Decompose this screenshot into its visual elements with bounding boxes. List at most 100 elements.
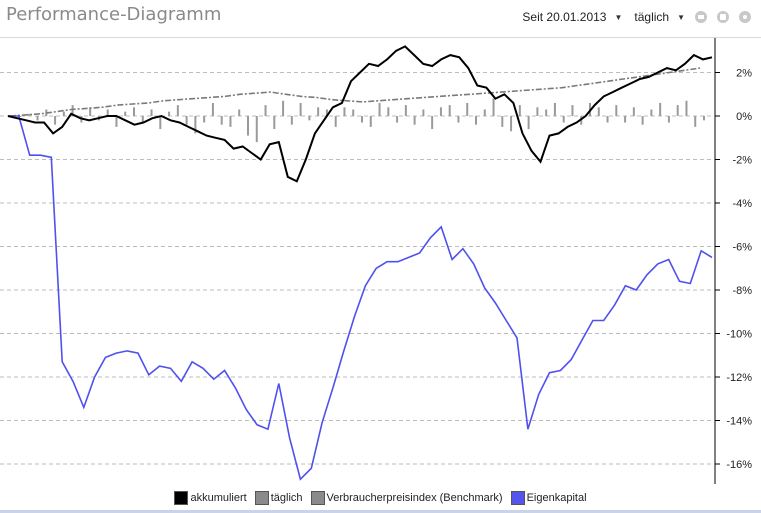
legend-swatch	[310, 491, 325, 505]
y-tick-label: -10%	[726, 329, 752, 341]
daily-bar	[396, 116, 399, 123]
daily-bar	[36, 116, 39, 121]
daily-bar	[71, 105, 74, 116]
daily-bar	[62, 111, 65, 116]
daily-bar	[475, 116, 477, 125]
legend-label: Verbraucherpreisindex (Benchmark)	[326, 492, 503, 504]
daily-bar	[352, 109, 355, 116]
legend-item-akkumuliert[interactable]: akkumuliert	[174, 491, 247, 505]
daily-bar	[659, 102, 662, 116]
since-label: Seit 20.01.2013	[522, 10, 607, 24]
daily-bar	[378, 102, 381, 116]
daily-bar	[211, 102, 214, 116]
calendar-icon[interactable]	[717, 11, 729, 23]
bottom-border	[0, 510, 761, 513]
daily-bar	[545, 109, 548, 116]
daily-bar	[404, 105, 407, 116]
daily-bar	[562, 116, 565, 123]
daily-bar	[299, 102, 302, 116]
daily-bar	[676, 105, 679, 116]
legend-item-taeglich[interactable]: täglich	[254, 491, 303, 505]
daily-bar	[650, 109, 653, 116]
chevron-down-icon: ▼	[677, 12, 685, 22]
daily-bar	[89, 107, 92, 116]
daily-bar	[641, 116, 644, 125]
daily-bar	[264, 105, 267, 116]
daily-bar	[694, 116, 697, 127]
y-tick-label: -16%	[726, 459, 752, 471]
chart-title: Performance-Diagramm	[6, 4, 222, 25]
daily-bar	[106, 109, 109, 116]
legend-swatch	[510, 491, 525, 505]
daily-bar	[255, 116, 258, 143]
daily-bar	[334, 116, 337, 127]
daily-bar	[185, 116, 188, 125]
y-tick-label: -8%	[732, 285, 752, 297]
daily-bar	[369, 116, 372, 127]
header-divider	[0, 37, 761, 38]
daily-bar	[439, 107, 442, 116]
daily-bar	[510, 116, 513, 132]
chevron-down-icon: ▼	[614, 12, 623, 22]
daily-bar	[194, 116, 197, 134]
daily-bar	[361, 116, 363, 123]
daily-bar	[571, 105, 574, 116]
daily-bar	[325, 109, 328, 116]
daily-bar	[290, 116, 293, 125]
y-tick-label: 2%	[736, 68, 752, 80]
daily-bar	[431, 116, 434, 130]
interval-dropdown[interactable]: täglich ▼	[634, 10, 685, 24]
daily-bar	[168, 111, 171, 116]
since-dropdown[interactable]: Seit 20.01.2013 ▼	[522, 10, 622, 24]
daily-bar	[492, 98, 495, 116]
daily-bar	[483, 109, 486, 116]
benchmark-line	[9, 67, 701, 117]
daily-bar	[141, 116, 144, 123]
akkumuliert-line	[7, 45, 713, 183]
legend-label: akkumuliert	[190, 492, 247, 504]
daily-bar	[133, 107, 135, 116]
daily-bar	[597, 107, 600, 116]
legend-item-eigenkapital[interactable]: Eigenkapital	[510, 491, 587, 505]
y-tick-label: -2%	[732, 155, 752, 167]
daily-bar	[501, 116, 504, 127]
y-tick-label: 0%	[736, 111, 752, 123]
daily-bar	[203, 116, 206, 123]
daily-bar	[273, 116, 276, 130]
gear-icon[interactable]	[739, 11, 751, 23]
y-tick-label: -6%	[732, 242, 752, 254]
daily-bar	[115, 116, 118, 127]
daily-bar	[150, 109, 153, 116]
y-tick-label: -14%	[726, 416, 752, 428]
legend-swatch	[254, 491, 269, 505]
previous-icon[interactable]	[695, 11, 707, 23]
interval-label: täglich	[634, 10, 670, 24]
daily-bar	[220, 116, 223, 125]
legend-label: Eigenkapital	[526, 492, 587, 504]
legend-item-benchmark[interactable]: Verbraucherpreisindex (Benchmark)	[310, 491, 503, 505]
daily-bar	[606, 116, 609, 123]
chart-controls: Seit 20.01.2013 ▼ täglich ▼	[510, 10, 751, 24]
daily-bar	[159, 116, 162, 130]
daily-bar	[308, 116, 311, 121]
daily-bar	[422, 109, 425, 116]
daily-bar	[518, 105, 521, 116]
daily-bar	[448, 105, 451, 116]
daily-bar	[247, 116, 249, 136]
daily-bar	[632, 107, 635, 116]
grid-lines	[0, 72, 714, 465]
daily-bar	[27, 113, 30, 116]
daily-bar	[54, 116, 57, 125]
y-tick-label: -12%	[726, 372, 752, 384]
legend: akkumuliert täglich Verbraucherpreisinde…	[0, 491, 761, 505]
daily-bar	[615, 105, 618, 116]
daily-bar	[685, 100, 688, 116]
daily-bar	[19, 116, 21, 117]
daily-bar	[624, 116, 627, 123]
series-lines	[7, 45, 713, 481]
performance-chart: 2% 0% -2% -4% -6% -8% -10% -12% -14% -16%	[0, 38, 752, 484]
daily-bar	[343, 107, 346, 116]
daily-bar	[238, 109, 241, 116]
daily-bar	[282, 100, 285, 116]
daily-bar	[229, 116, 232, 127]
